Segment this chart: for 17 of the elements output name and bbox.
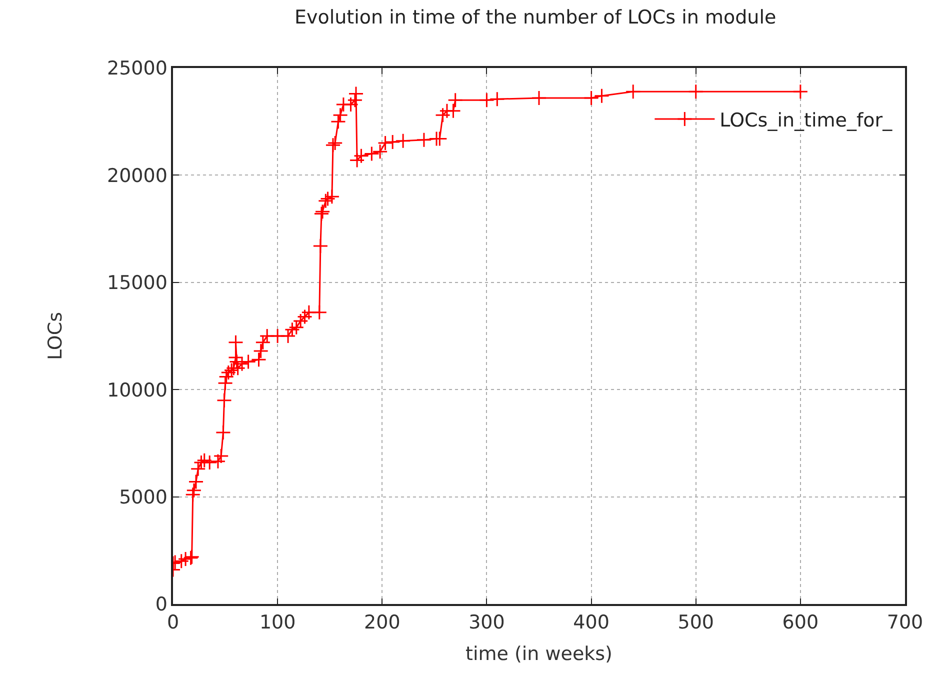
x-axis-title: time (in weeks) [466,642,612,665]
y-tick-label: 5000 [119,486,168,508]
x-tick-label: 400 [573,612,610,634]
chart-title: Evolution in time of the number of LOCs in module [294,6,776,29]
x-tick-label: 600 [782,612,819,634]
x-tick-label: 300 [468,612,505,634]
x-tick-label: 700 [886,612,924,634]
y-tick-label: 25000 [106,58,168,80]
y-tick-label: 0 [155,594,168,616]
x-tick-label: 500 [678,612,714,634]
legend-label: LOCs_in_time_for_ [720,109,893,132]
x-tick-label: 100 [259,612,296,634]
x-tick-label: 200 [364,612,400,634]
y-tick-label: 15000 [106,272,168,294]
y-axis-title: LOCs [44,312,66,360]
y-tick-label: 10000 [106,379,168,402]
y-tick-label: 20000 [106,164,168,187]
